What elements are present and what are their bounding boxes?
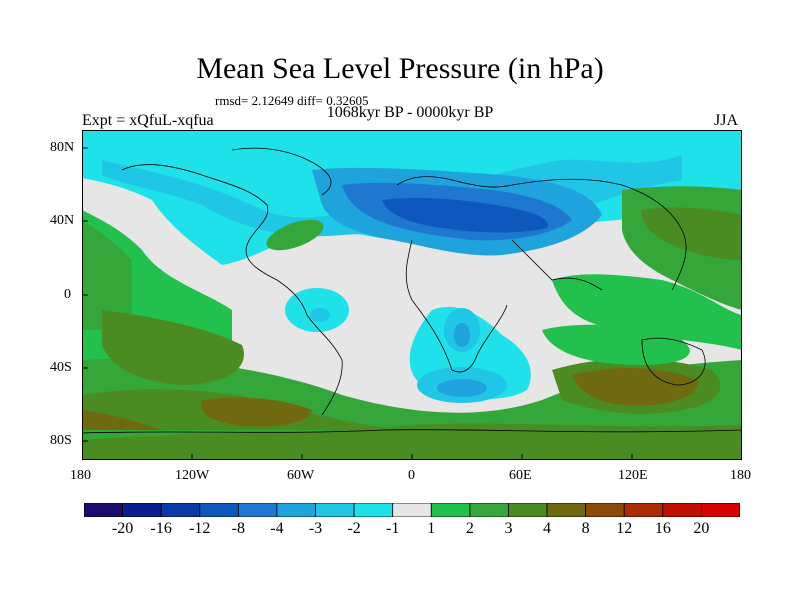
colorbar-label: 12 (616, 520, 633, 537)
colorbar-label: -8 (231, 520, 245, 537)
colorbar-swatch (315, 503, 355, 517)
colorbar-label: 3 (504, 520, 513, 537)
colorbar-swatch (430, 503, 471, 517)
colorbar-swatch (508, 503, 548, 517)
colorbar-swatch (84, 503, 123, 517)
lon-tick-label: 0 (408, 468, 415, 483)
colorbar-label: 4 (543, 520, 552, 537)
colorbar (84, 503, 740, 517)
colorbar-label: 8 (581, 520, 590, 537)
season-label: JJA (714, 112, 739, 129)
lon-tick-label: 180 (730, 468, 751, 483)
lon-tick-label: 60E (509, 468, 532, 483)
colorbar-label: -3 (308, 520, 323, 537)
colorbar-label: -2 (347, 520, 361, 537)
lon-tick-label: 120E (618, 468, 648, 483)
colorbar-label: 1 (427, 520, 436, 537)
colorbar-label: -12 (189, 520, 211, 537)
colorbar-swatch (392, 503, 432, 517)
colorbar-label: -16 (150, 520, 172, 537)
colorbar-swatch (353, 503, 394, 517)
colorbar-swatch (122, 503, 162, 517)
colorbar-label: -20 (111, 520, 134, 537)
colorbar-swatch (199, 503, 239, 517)
period-label: 1068kyr BP - 0000kyr BP (326, 104, 494, 121)
colorbar-label: -1 (386, 520, 400, 537)
lat-tick-label: 40S (50, 360, 72, 375)
colorbar-label: 20 (693, 520, 710, 537)
colorbar-swatch (701, 503, 740, 517)
lat-tick-label: 80S (50, 433, 72, 448)
colorbar-swatch (546, 503, 587, 517)
colorbar-swatch (662, 503, 702, 517)
colorbar-swatch (237, 503, 278, 517)
lat-tick-label: 40N (50, 213, 75, 228)
colorbar-swatch (585, 503, 625, 517)
map-title: Mean Sea Level Pressure (in hPa) (196, 52, 604, 85)
colorbar-swatch (623, 503, 664, 517)
colorbar-swatch (276, 503, 316, 517)
lat-tick-label: 0 (64, 287, 71, 302)
colorbar-swatch (469, 503, 509, 517)
colorbar-label: 16 (654, 520, 671, 537)
stats-line: rmsd= 2.12649 diff= 0.32605 (215, 93, 369, 108)
lon-tick-label: 60W (287, 468, 315, 483)
lon-tick-label: 120W (175, 468, 210, 483)
lon-tick-label: 180 (70, 468, 91, 483)
colorbar-label: -4 (270, 520, 284, 537)
experiment-label: Expt = xQfuL-xqfua (82, 112, 214, 129)
colorbar-swatch (160, 503, 201, 517)
lat-tick-label: 80N (50, 140, 75, 155)
map-plot (82, 130, 742, 460)
colorbar-label: 2 (465, 520, 474, 537)
